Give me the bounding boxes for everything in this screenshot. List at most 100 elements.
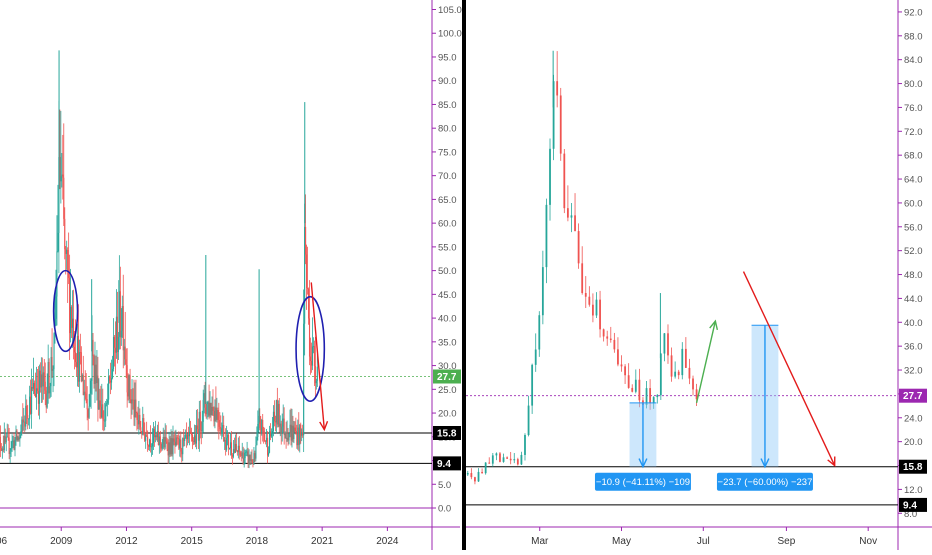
left-candle-body <box>266 437 268 442</box>
left-highlight-ellipse <box>295 295 326 402</box>
left-candle-body <box>262 419 264 431</box>
left-candle-body <box>0 436 1 448</box>
left-candle-body <box>147 436 149 446</box>
left-candle-body <box>118 291 120 337</box>
left-candle-body <box>96 375 98 384</box>
left-candle-body <box>47 361 49 394</box>
right-x-tick-label: Sep <box>778 536 796 547</box>
right-y-tick-label: 72.0 <box>904 127 923 138</box>
right-y-tick-label: 80.0 <box>904 79 923 90</box>
left-candle-body <box>289 424 291 434</box>
right-candle-body <box>506 457 509 459</box>
left-candle-body <box>0 447 2 451</box>
left-candle-body <box>305 226 307 255</box>
left-candle-body <box>102 404 104 420</box>
right-level-label: 9.4 <box>903 500 917 511</box>
left-candle-body <box>176 437 178 439</box>
left-candle-body <box>78 352 80 382</box>
right-candle-body <box>584 292 587 297</box>
left-candle-body <box>221 427 223 434</box>
right-candle-body <box>617 349 619 365</box>
left-down-arrow <box>310 282 326 430</box>
left-candle-body <box>36 388 38 391</box>
left-candle-body <box>19 435 21 440</box>
left-candle-body <box>249 454 251 461</box>
right-candle-body <box>488 462 491 464</box>
left-candle-body <box>82 375 84 395</box>
right-candle-body <box>588 296 591 305</box>
left-candle-body <box>135 399 137 414</box>
left-candle-body <box>134 399 136 418</box>
left-y-tick-label: 25.0 <box>438 385 457 396</box>
left-candle-body <box>171 438 173 455</box>
left-candle-body <box>25 405 27 427</box>
left-candle-body <box>210 402 212 416</box>
left-candle-body <box>193 435 195 442</box>
right-candle-body <box>534 349 537 365</box>
left-candle-body <box>93 356 95 384</box>
right-x-tick-label: Jul <box>697 536 710 547</box>
left-candle-body <box>33 383 36 394</box>
left-candle-body <box>314 366 316 384</box>
left-candle-body <box>286 437 288 439</box>
left-x-tick-label: 2015 <box>181 536 204 547</box>
right-candle-body <box>541 267 544 316</box>
left-candle-body <box>94 364 96 384</box>
right-candle-body <box>574 215 576 232</box>
right-level-badge <box>899 497 927 512</box>
measure-label-1: −10.9 (−41.11%) −109 <box>596 477 690 488</box>
left-candle-body <box>157 430 159 446</box>
left-candle-body <box>174 441 176 446</box>
left-candle-body <box>302 432 304 436</box>
left-candle-body <box>48 361 50 394</box>
left-candle-body <box>313 346 315 367</box>
right-candle-body <box>552 81 555 149</box>
right-level-label: 15.8 <box>903 462 923 473</box>
left-candle-body <box>222 425 224 428</box>
right-y-tick-label: 44.0 <box>904 294 923 305</box>
left-candle-body <box>139 414 141 428</box>
left-candle-body <box>213 410 215 422</box>
left-candle-body <box>106 402 108 405</box>
left-candle-body <box>126 365 128 393</box>
right-y-tick-label: 88.0 <box>904 31 923 42</box>
left-candle-body <box>167 449 169 456</box>
right-green-arrow-head <box>709 319 719 331</box>
left-candle-body <box>86 399 88 410</box>
left-candle-body <box>186 434 188 440</box>
left-candle-body <box>246 451 248 453</box>
left-candle-body <box>44 381 46 391</box>
left-candle-body <box>244 452 246 459</box>
left-candle-body <box>181 451 183 455</box>
left-candle-body <box>240 455 242 457</box>
left-candle-body <box>141 431 143 435</box>
left-candle-body <box>59 157 61 182</box>
left-candle-body <box>183 437 185 441</box>
left-candle-body <box>55 296 57 319</box>
left-candle-body <box>216 410 218 420</box>
left-y-tick-label: 50.0 <box>438 266 457 277</box>
left-candle-body <box>180 439 182 452</box>
left-candle-body <box>117 336 119 353</box>
right-candle-body <box>513 459 516 461</box>
left-candle-body <box>294 427 296 431</box>
left-candle-body <box>242 452 244 465</box>
left-candle-body <box>185 434 187 438</box>
right-y-tick-label: 40.0 <box>904 318 923 329</box>
left-candle-body <box>285 432 287 439</box>
left-candle-body <box>311 346 313 366</box>
left-candle-body <box>17 437 19 441</box>
left-candle-body <box>125 359 127 366</box>
right-y-tick-label: 12.0 <box>904 485 923 496</box>
left-candle-body <box>168 442 170 456</box>
left-candle-body <box>159 436 161 444</box>
right-current-badge <box>899 388 927 403</box>
left-candle-body <box>232 449 235 457</box>
right-candle-body <box>556 81 559 96</box>
right-candle-body <box>531 364 534 406</box>
left-candle-body <box>101 404 103 418</box>
left-y-tick-label: 85.0 <box>438 100 457 111</box>
left-candle-body <box>129 375 131 400</box>
left-candle-body <box>212 406 214 411</box>
right-candle-body <box>688 367 691 379</box>
